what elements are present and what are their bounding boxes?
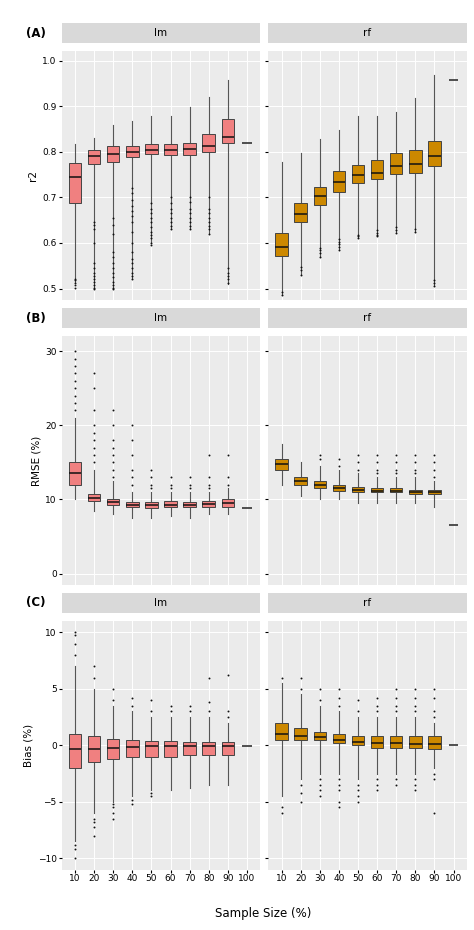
Text: (B): (B) — [26, 312, 46, 325]
Bar — [371, 160, 383, 179]
Bar — [314, 187, 326, 206]
Bar — [88, 737, 100, 763]
Bar — [107, 146, 119, 162]
Y-axis label: r2: r2 — [28, 170, 38, 181]
Text: lm: lm — [155, 28, 167, 38]
Y-axis label: RMSE (%): RMSE (%) — [31, 435, 41, 485]
Bar — [275, 232, 288, 256]
Text: (A): (A) — [26, 27, 46, 40]
Bar — [145, 143, 158, 154]
Text: lm: lm — [155, 598, 167, 608]
Bar — [202, 135, 215, 152]
Bar — [202, 742, 215, 755]
Bar — [390, 737, 402, 748]
Bar — [164, 741, 177, 757]
Bar — [371, 488, 383, 492]
Y-axis label: Bias (%): Bias (%) — [24, 724, 34, 767]
Bar — [222, 499, 234, 507]
Bar — [222, 742, 234, 755]
Bar — [183, 742, 196, 755]
Bar — [409, 490, 421, 494]
Text: Sample Size (%): Sample Size (%) — [215, 907, 311, 920]
Bar — [88, 494, 100, 501]
Bar — [333, 485, 345, 490]
Bar — [275, 723, 288, 739]
Bar — [428, 490, 441, 494]
Bar — [314, 481, 326, 488]
Bar — [314, 732, 326, 739]
Bar — [333, 734, 345, 743]
Bar — [352, 486, 364, 492]
Bar — [183, 501, 196, 507]
Text: rf: rf — [364, 28, 372, 38]
Bar — [183, 142, 196, 154]
Bar — [69, 734, 81, 768]
Bar — [352, 737, 364, 745]
Bar — [164, 501, 177, 507]
Bar — [294, 203, 307, 222]
Text: rf: rf — [364, 598, 372, 608]
Bar — [409, 151, 421, 173]
Bar — [202, 501, 215, 507]
Text: lm: lm — [155, 313, 167, 323]
Bar — [88, 150, 100, 164]
Bar — [390, 153, 402, 174]
Bar — [126, 739, 138, 757]
Bar — [126, 501, 138, 507]
Bar — [390, 488, 402, 492]
Bar — [428, 737, 441, 749]
Bar — [294, 477, 307, 485]
Text: rf: rf — [364, 313, 372, 323]
Bar — [69, 462, 81, 485]
Bar — [69, 163, 81, 203]
Bar — [371, 737, 383, 748]
Bar — [275, 458, 288, 470]
Bar — [222, 119, 234, 142]
Bar — [145, 741, 158, 757]
Bar — [294, 728, 307, 739]
Bar — [126, 146, 138, 157]
Bar — [333, 171, 345, 192]
Bar — [409, 737, 421, 748]
Bar — [352, 165, 364, 183]
Bar — [428, 141, 441, 166]
Bar — [107, 738, 119, 759]
Bar — [164, 143, 177, 155]
Text: (C): (C) — [26, 596, 46, 609]
Bar — [145, 502, 158, 509]
Bar — [107, 499, 119, 505]
